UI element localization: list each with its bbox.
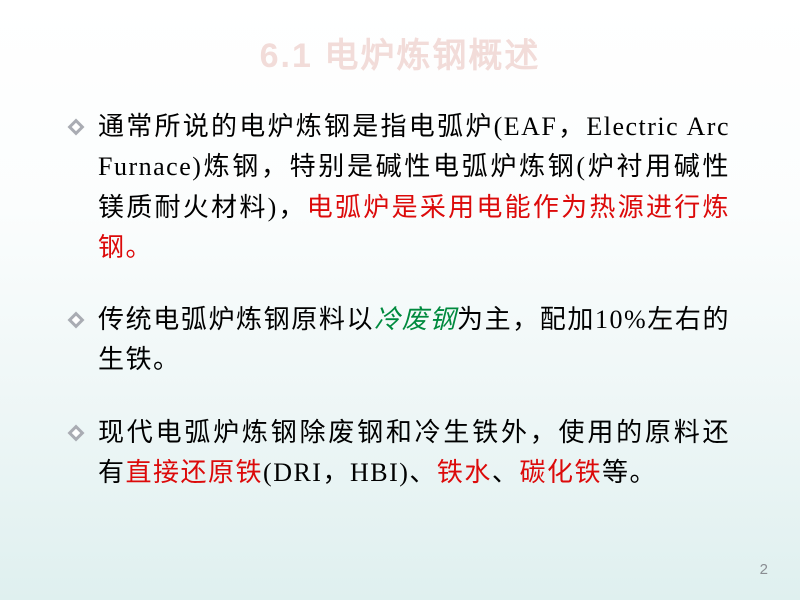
bullet-item: 传统电弧炉炼钢原料以冷废钢为主，配加10%左右的生铁。	[70, 300, 730, 381]
slide-title: 6.1 电炉炼钢概述	[70, 28, 730, 77]
text-red: 直接还原铁	[126, 458, 264, 487]
text-plain: 、	[492, 458, 520, 487]
slide: 6.1 电炉炼钢概述 通常所说的电炉炼钢是指电弧炉(EAF，Electric A…	[0, 0, 800, 600]
bullet-list: 通常所说的电炉炼钢是指电弧炉(EAF，Electric Arc Furnace)…	[70, 107, 730, 493]
page-number: 2	[760, 561, 768, 578]
text-green: 冷废钢	[374, 305, 457, 334]
text-red: 碳化铁	[519, 458, 602, 487]
text-plain: (DRI，HBI)、	[263, 458, 437, 487]
bullet-item: 通常所说的电炉炼钢是指电弧炉(EAF，Electric Arc Furnace)…	[70, 107, 730, 268]
text-plain: 等。	[602, 458, 657, 487]
text-plain: 传统电弧炉炼钢原料以	[98, 305, 374, 334]
text-red: 铁水	[437, 458, 492, 487]
bullet-item: 现代电弧炉炼钢除废钢和冷生铁外，使用的原料还有直接还原铁(DRI，HBI)、铁水…	[70, 413, 730, 494]
